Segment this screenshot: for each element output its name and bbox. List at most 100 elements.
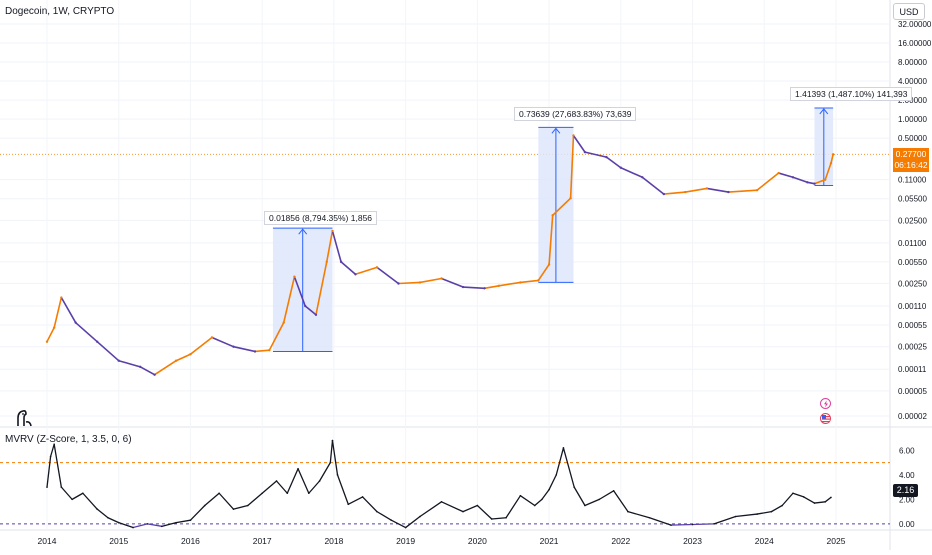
symbol-header[interactable]: Dogecoin, 1W, CRYPTO — [5, 6, 115, 17]
mvrv-segment — [440, 501, 464, 513]
mvrv-current-value: 2.16 — [893, 484, 918, 497]
mvrv-segment — [713, 515, 737, 525]
mvrv-segment — [96, 508, 109, 519]
mvrv-segment — [534, 498, 543, 507]
lightning-event-icon[interactable] — [820, 398, 831, 409]
mvrv-point — [404, 526, 407, 529]
mvrv-point — [49, 455, 52, 458]
price-segment — [727, 189, 758, 193]
price-point — [117, 359, 120, 362]
mvrv-point — [691, 523, 694, 526]
price-point — [253, 350, 257, 353]
price-segment — [254, 349, 271, 353]
mvrv-point — [781, 504, 784, 507]
mvrv-segment — [562, 447, 575, 488]
mvrv-point — [627, 510, 629, 513]
mvrv-segment — [60, 486, 73, 501]
mvrv-segment — [505, 495, 522, 519]
price-axis-label: 0.50000 — [898, 134, 927, 143]
price-segment — [584, 151, 608, 158]
time-axis-label: 2022 — [611, 536, 630, 546]
price-axis-label: 0.02500 — [898, 216, 927, 225]
mvrv-segment — [404, 515, 421, 529]
mvrv-point — [562, 447, 565, 449]
price-segment — [397, 281, 421, 285]
currency-button[interactable]: USD — [893, 3, 925, 20]
time-axis-label: 2025 — [827, 536, 846, 546]
mvrv-segment — [247, 492, 263, 507]
price-segment — [830, 153, 834, 165]
price-point — [483, 287, 486, 290]
price-point — [375, 266, 379, 269]
mvrv-segment — [336, 474, 349, 505]
mvrv-segment — [71, 492, 84, 501]
mvrv-point — [261, 492, 263, 495]
price-segment — [551, 197, 572, 217]
tradingview-logo-icon[interactable] — [14, 408, 36, 428]
price-point — [268, 349, 271, 352]
price-point — [705, 187, 709, 190]
mvrv-segment — [49, 443, 55, 458]
price-axis-label: 32.00000 — [898, 20, 932, 29]
mvrv-segment — [118, 522, 134, 529]
price-segment — [189, 336, 213, 356]
mvrv-segment — [329, 439, 334, 464]
price-segment — [331, 230, 342, 263]
mvrv-point — [82, 492, 84, 495]
price-axis-label: 0.00011 — [898, 365, 927, 374]
mvrv-segment — [824, 496, 832, 503]
price-segment — [498, 281, 522, 287]
mvrv-segment — [189, 504, 206, 521]
us-flag-event-icon[interactable] — [820, 413, 831, 424]
mvrv-point — [555, 474, 558, 476]
price-segment — [139, 366, 156, 376]
mvrv-segment — [555, 447, 565, 476]
price-segment — [663, 191, 687, 195]
price-axis-label: 0.00055 — [898, 321, 927, 330]
mvrv-segment — [347, 496, 364, 505]
price-segment — [340, 261, 357, 276]
mvrv-segment — [476, 504, 493, 520]
price-axis-label: 0.00550 — [898, 258, 927, 267]
mvrv-axis-label: 0.00 — [899, 520, 915, 529]
price-point — [605, 155, 608, 159]
mvrv-point — [519, 494, 522, 497]
price-point — [583, 150, 587, 154]
mvrv-point — [490, 518, 493, 520]
price-point — [60, 296, 63, 299]
price-point — [210, 336, 214, 339]
price-segment — [684, 187, 708, 193]
price-segment — [824, 162, 832, 181]
mvrv-segment — [813, 501, 826, 504]
mvrv-point — [329, 461, 332, 464]
mvrv-point — [376, 510, 378, 513]
mvrv-point — [390, 519, 393, 521]
time-axis-label: 2015 — [109, 536, 128, 546]
price-point — [74, 321, 77, 324]
price-axis-label: 0.00250 — [898, 280, 927, 289]
price-point — [339, 260, 343, 264]
price-point — [304, 304, 307, 308]
mvrv-segment — [390, 519, 407, 529]
time-axis-label: 2020 — [468, 536, 487, 546]
price-point — [497, 284, 501, 287]
price-segment — [605, 156, 622, 169]
mvrv-segment — [734, 513, 758, 518]
mvrv-segment — [53, 443, 62, 488]
price-axis-label: 4.00000 — [898, 77, 927, 86]
mvrv-segment — [548, 474, 557, 491]
mvrv-segment — [107, 517, 120, 524]
mvrv-point — [598, 498, 601, 501]
mvrv-point — [247, 504, 249, 507]
price-segment — [53, 296, 63, 329]
mvrv-segment — [598, 490, 615, 501]
mvrv-point — [792, 492, 794, 495]
price-segment — [419, 277, 443, 284]
indicator-title[interactable]: MVRV (Z-Score, 1, 3.5, 0, 6) — [5, 434, 132, 445]
price-point — [461, 285, 465, 289]
price-point — [824, 178, 827, 181]
mvrv-point — [347, 503, 350, 506]
price-segment — [293, 275, 307, 307]
